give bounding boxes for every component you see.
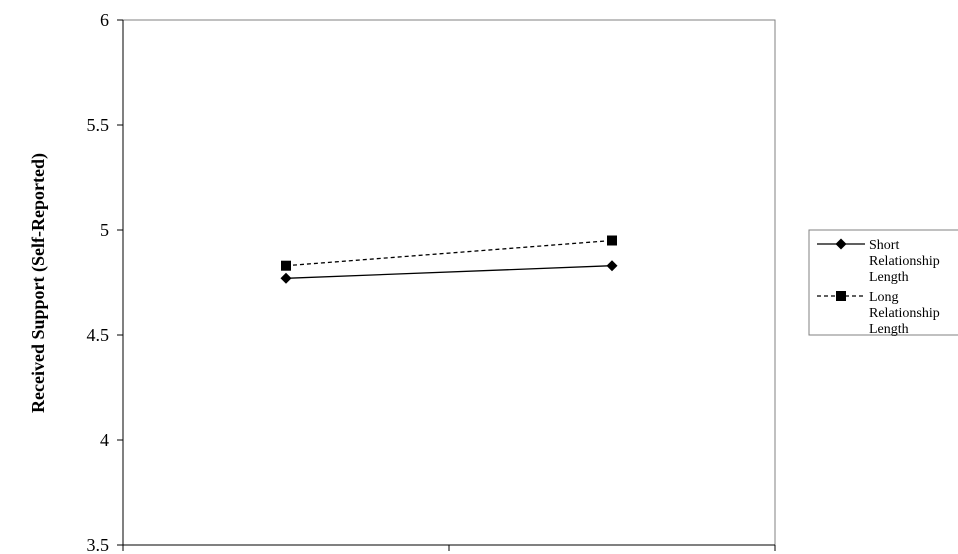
x-axis-ticks: Low Sleep QualityHigh Sleep Quality bbox=[122, 545, 776, 554]
data-point bbox=[606, 260, 618, 272]
legend: ShortRelationshipLengthLongRelationshipL… bbox=[808, 229, 958, 337]
y-tick-label: 5 bbox=[100, 220, 109, 240]
legend-label: Relationship bbox=[869, 306, 940, 321]
legend-marker bbox=[836, 291, 846, 301]
series-long-relationship bbox=[281, 235, 617, 271]
legend-box bbox=[808, 229, 958, 336]
series-layer bbox=[280, 235, 618, 284]
y-tick-label: 3.5 bbox=[87, 535, 110, 554]
legend-label: Length bbox=[869, 322, 909, 337]
y-axis-ticks: 3.5 4 4.5 5 5.5 6 bbox=[87, 10, 123, 554]
legend-label: Short bbox=[869, 238, 899, 253]
y-tick-label: 5.5 bbox=[87, 115, 110, 135]
legend-label: Relationship bbox=[869, 254, 940, 269]
series-line bbox=[285, 265, 613, 279]
series-line bbox=[285, 239, 613, 267]
plot-area bbox=[122, 19, 776, 546]
y-tick-label: 6 bbox=[100, 10, 109, 30]
y-tick-label: 4 bbox=[100, 430, 109, 450]
y-axis-title: Received Support (Self-Reported) bbox=[28, 153, 49, 413]
legend-marker bbox=[835, 238, 847, 250]
data-point bbox=[281, 260, 291, 271]
legend-label: Long bbox=[869, 290, 899, 305]
data-point bbox=[280, 272, 292, 284]
legend-items: ShortRelationshipLengthLongRelationshipL… bbox=[817, 238, 940, 337]
y-tick-label: 4.5 bbox=[87, 325, 110, 345]
series-short-relationship bbox=[280, 260, 618, 284]
legend-label: Length bbox=[869, 270, 909, 285]
data-point bbox=[607, 235, 617, 246]
